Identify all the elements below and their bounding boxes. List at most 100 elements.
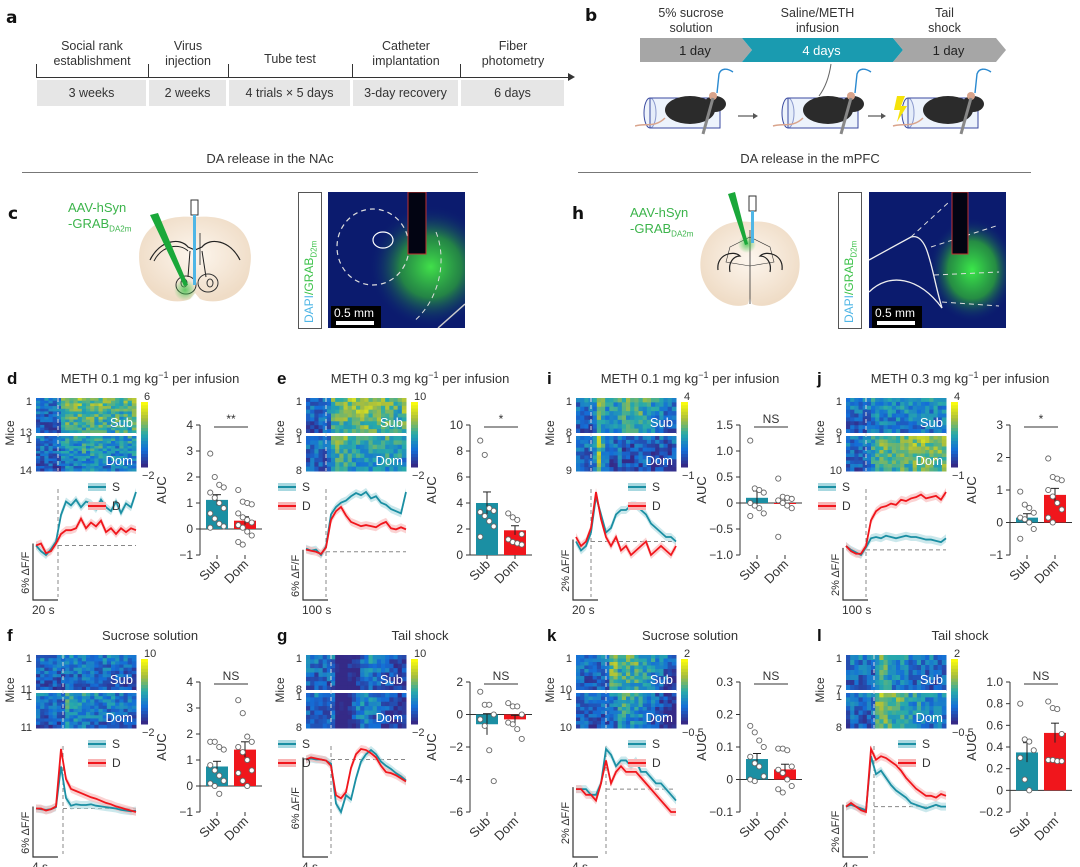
- heatmap-cell: [866, 439, 872, 444]
- heatmap-cell: [613, 662, 619, 666]
- heatmap-cell: [646, 415, 652, 421]
- heatmap-cell: [626, 683, 631, 687]
- heatmap-cell: [896, 714, 901, 720]
- bar-y-tick-label: −0.1: [709, 805, 733, 819]
- chart-panel-d: d METH 0.1 mg kg−1 per infusionSub113Dom1…: [3, 369, 262, 617]
- heatmap-cell: [401, 405, 407, 411]
- heatmap-cell: [642, 451, 648, 456]
- heatmap-cell: [115, 422, 120, 426]
- heatmap-cell: [580, 658, 585, 663]
- heatmap-cell: [671, 679, 677, 684]
- heatmap-cell: [626, 721, 631, 725]
- heatmap-cell: [397, 440, 403, 446]
- heatmap-cell: [613, 436, 619, 441]
- heatmap-cell: [875, 450, 880, 454]
- heatmap-cell: [77, 406, 83, 410]
- heatmap-cell: [634, 700, 639, 704]
- mouse-body: [803, 96, 853, 124]
- heatmap-cell: [98, 416, 104, 421]
- heatmap-cell: [48, 683, 54, 688]
- heatmap-cell: [102, 664, 108, 669]
- heatmap-cell: [663, 463, 669, 468]
- heatmap-cell: [576, 443, 581, 449]
- heatmap-cell: [613, 669, 619, 673]
- title-superscript: −1: [698, 370, 708, 380]
- heatmap-cell: [360, 457, 365, 463]
- heatmap-cell: [401, 676, 407, 682]
- heatmap-cell: [908, 660, 914, 666]
- heatmap-cell: [941, 439, 947, 444]
- heatmap-cell: [347, 697, 353, 703]
- heatmap-cell: [866, 401, 872, 407]
- heatmap-cell: [576, 436, 581, 441]
- heatmap-cell: [638, 662, 644, 666]
- heatmap-cell: [77, 400, 83, 404]
- heatmap-cell: [908, 665, 914, 671]
- heatmap-cell: [908, 701, 914, 707]
- colorbar-segment: [141, 441, 148, 445]
- heatmap-cell: [381, 663, 386, 669]
- heatmap-cell: [69, 403, 74, 407]
- heatmap-cell: [81, 680, 87, 685]
- colorbar-segment: [681, 704, 688, 709]
- heatmap-cell: [397, 457, 403, 463]
- heatmap-cell: [61, 680, 66, 685]
- heatmap-cell: [98, 443, 104, 447]
- colorbar-segment: [951, 711, 958, 715]
- heatmap-cell: [904, 457, 909, 461]
- colorbar-segment: [951, 659, 958, 663]
- heatmap-cell: [401, 655, 407, 660]
- heatmap-cell: [912, 409, 918, 415]
- colorbar-segment: [411, 707, 418, 712]
- heatmap-cell: [102, 411, 108, 415]
- heatmap-cell: [48, 705, 54, 710]
- heatmap-cell: [86, 718, 91, 723]
- heatmap-cell: [397, 436, 403, 441]
- heatmap-cell: [376, 714, 382, 720]
- heatmap-cell: [858, 680, 864, 686]
- heatmap-cell: [123, 451, 129, 454]
- heatmap-cell: [866, 680, 872, 686]
- heatmap-cell: [858, 421, 864, 426]
- heatmap-cell: [48, 680, 54, 685]
- heatmap-cell: [576, 428, 581, 434]
- stage-duration: 3 weeks: [37, 80, 146, 106]
- heatmap-cell: [81, 670, 87, 675]
- heatmap-cell: [401, 417, 407, 422]
- heatmap-cell: [671, 700, 677, 704]
- heatmap-cell: [667, 447, 673, 453]
- heatmap-cell: [376, 706, 382, 711]
- heatmap-cell: [941, 710, 947, 716]
- heatmap-cell: [896, 439, 901, 444]
- heatmap-cell: [56, 724, 62, 729]
- data-point: [486, 701, 493, 708]
- section-divider-mpfc: [578, 172, 1031, 173]
- heatmap-cell: [401, 398, 407, 403]
- legend-label: D: [922, 756, 931, 770]
- heatmap-cell: [90, 705, 95, 710]
- heatmap-cell: [655, 700, 660, 704]
- heatmap-cell: [596, 665, 602, 670]
- panel-label-l: l: [817, 626, 822, 645]
- heatmap-cell: [621, 402, 627, 408]
- heatmap-cell: [115, 463, 120, 467]
- heatmap-cell: [131, 414, 137, 418]
- heatmap-cell: [617, 693, 623, 697]
- heatmap-cell: [854, 655, 859, 661]
- chart-title: METH 0.3 mg kg−1 per infusion: [331, 370, 510, 386]
- heatmap-cell: [609, 721, 614, 725]
- heatmap-cell: [634, 693, 639, 697]
- bar-y-tick-label: 0.2: [986, 762, 1003, 776]
- heatmap-cell: [86, 424, 91, 429]
- heatmap-cell: [883, 706, 889, 711]
- heatmap-cell: [44, 702, 49, 707]
- heatmap-cell: [879, 680, 884, 686]
- heatmap-cell: [667, 707, 673, 711]
- heatmap-cell: [52, 414, 58, 418]
- heatmap-cell: [862, 401, 868, 407]
- heatmap-cell: [73, 683, 79, 688]
- heatmap-cell: [596, 419, 602, 425]
- heatmap-cell: [77, 416, 83, 421]
- heatmap-cell: [642, 402, 648, 408]
- heatmap-cell: [900, 714, 905, 720]
